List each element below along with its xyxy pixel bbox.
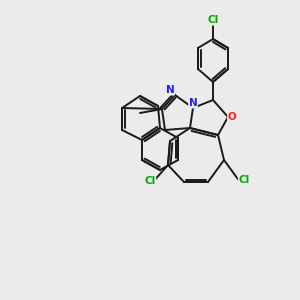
Text: Cl: Cl	[144, 176, 156, 186]
Text: Cl: Cl	[238, 175, 250, 185]
Text: N: N	[166, 85, 174, 95]
Text: O: O	[228, 112, 236, 122]
Text: N: N	[189, 98, 197, 108]
Text: Cl: Cl	[207, 15, 219, 25]
